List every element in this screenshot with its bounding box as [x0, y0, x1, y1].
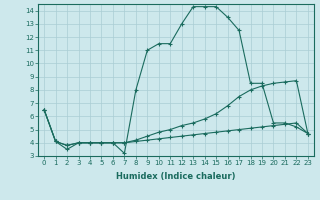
X-axis label: Humidex (Indice chaleur): Humidex (Indice chaleur)	[116, 172, 236, 181]
